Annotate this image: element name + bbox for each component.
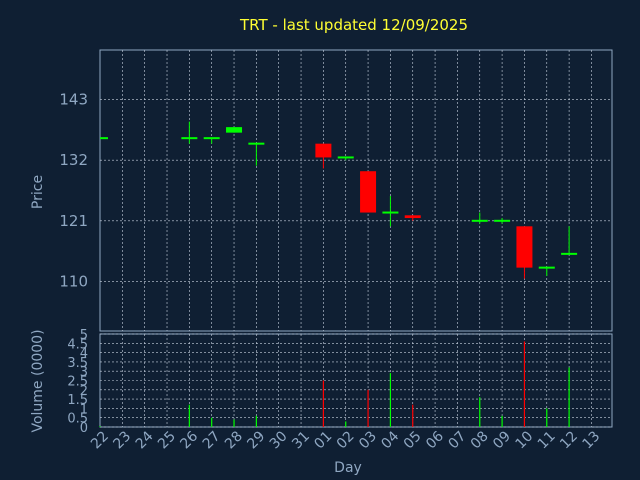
candle <box>516 226 533 279</box>
x-tick-label: 24 <box>133 428 157 452</box>
volume-tick-label: 1 <box>80 402 88 417</box>
x-tick-label: 13 <box>579 428 603 452</box>
candle <box>203 137 220 144</box>
candle <box>248 142 265 166</box>
candle-body <box>203 137 220 140</box>
volume-tick-label: 4.5 <box>67 337 88 352</box>
candle-body <box>226 127 243 133</box>
x-tick-label: 09 <box>490 428 514 452</box>
candle-body <box>337 156 354 159</box>
price-tick-label: 110 <box>59 272 88 290</box>
x-tick-label: 31 <box>289 428 313 452</box>
x-tick-label: 02 <box>334 428 358 452</box>
volume-tick-label: 1.5 <box>67 393 88 408</box>
candle <box>181 121 198 144</box>
candles <box>100 121 578 279</box>
candle-body <box>248 142 265 145</box>
candle <box>315 143 332 169</box>
x-tick-labels: 2223242526272829303101020304050607080910… <box>88 428 603 452</box>
candle <box>360 171 377 213</box>
price-panel-frame <box>99 49 613 332</box>
candle-body <box>382 211 399 214</box>
y-axis-label: Price <box>30 175 46 209</box>
x-axis-label: Day <box>334 460 362 476</box>
candle-body <box>494 219 511 222</box>
price-grid <box>100 50 612 331</box>
price-tick-label: 143 <box>59 91 88 109</box>
candle <box>337 156 354 161</box>
candle-body <box>561 252 578 255</box>
volume-bars <box>99 341 570 427</box>
x-tick-label: 10 <box>512 428 536 452</box>
x-tick-label: 06 <box>423 428 447 452</box>
price-tick-label: 121 <box>59 212 88 230</box>
x-tick-label: 11 <box>535 428 559 452</box>
volume-grid <box>100 333 612 428</box>
candle <box>494 218 511 224</box>
x-tick-label: 23 <box>110 428 134 452</box>
candle <box>561 226 578 255</box>
price-tick-label: 132 <box>59 151 88 169</box>
x-tick-label: 08 <box>468 428 492 452</box>
x-tick-label: 30 <box>267 428 291 452</box>
volume-axis-label: Volume (0000) <box>30 329 46 432</box>
x-tick-label: 04 <box>378 428 402 452</box>
x-tick-label: 22 <box>88 428 112 452</box>
volume-tick-label: 3 <box>80 365 88 380</box>
x-tick-label: 05 <box>401 428 425 452</box>
x-tick-label: 03 <box>356 428 380 452</box>
candle-body <box>100 137 108 140</box>
candle-body <box>538 266 555 269</box>
candle <box>382 196 399 227</box>
candle <box>538 266 555 276</box>
volume-tick-label: 0.5 <box>67 412 88 427</box>
candle <box>404 215 421 221</box>
volume-tick-label: 5 <box>80 328 88 343</box>
volume-tick-label: 3.5 <box>67 356 88 371</box>
x-tick-label: 01 <box>311 428 335 452</box>
x-tick-label: 27 <box>200 428 224 452</box>
candle-body <box>404 215 421 219</box>
candle-body <box>315 143 332 158</box>
x-tick-label: 26 <box>177 428 201 452</box>
x-tick-label: 12 <box>557 428 581 452</box>
x-tick-label: 29 <box>244 428 268 452</box>
candle-body <box>181 137 198 140</box>
price-tick-labels: 110 121 132 143 <box>59 91 88 291</box>
volume-tick-label: 4 <box>80 347 88 362</box>
candle <box>226 127 243 133</box>
candle-body <box>516 226 533 268</box>
candle-body <box>360 171 377 213</box>
volume-tick-label: 2.5 <box>67 375 88 390</box>
chart-title: TRT - last updated 12/09/2025 <box>239 16 468 34</box>
x-tick-label: 25 <box>155 428 179 452</box>
candle <box>100 137 108 140</box>
x-tick-label: 28 <box>222 428 246 452</box>
volume-tick-label: 2 <box>80 384 88 399</box>
candle <box>471 212 488 224</box>
candle-body <box>471 219 488 222</box>
x-tick-label: 07 <box>445 428 469 452</box>
volume-tick-labels: 00.511.522.533.544.55 <box>67 328 88 436</box>
volume-tick-label: 0 <box>80 421 88 436</box>
